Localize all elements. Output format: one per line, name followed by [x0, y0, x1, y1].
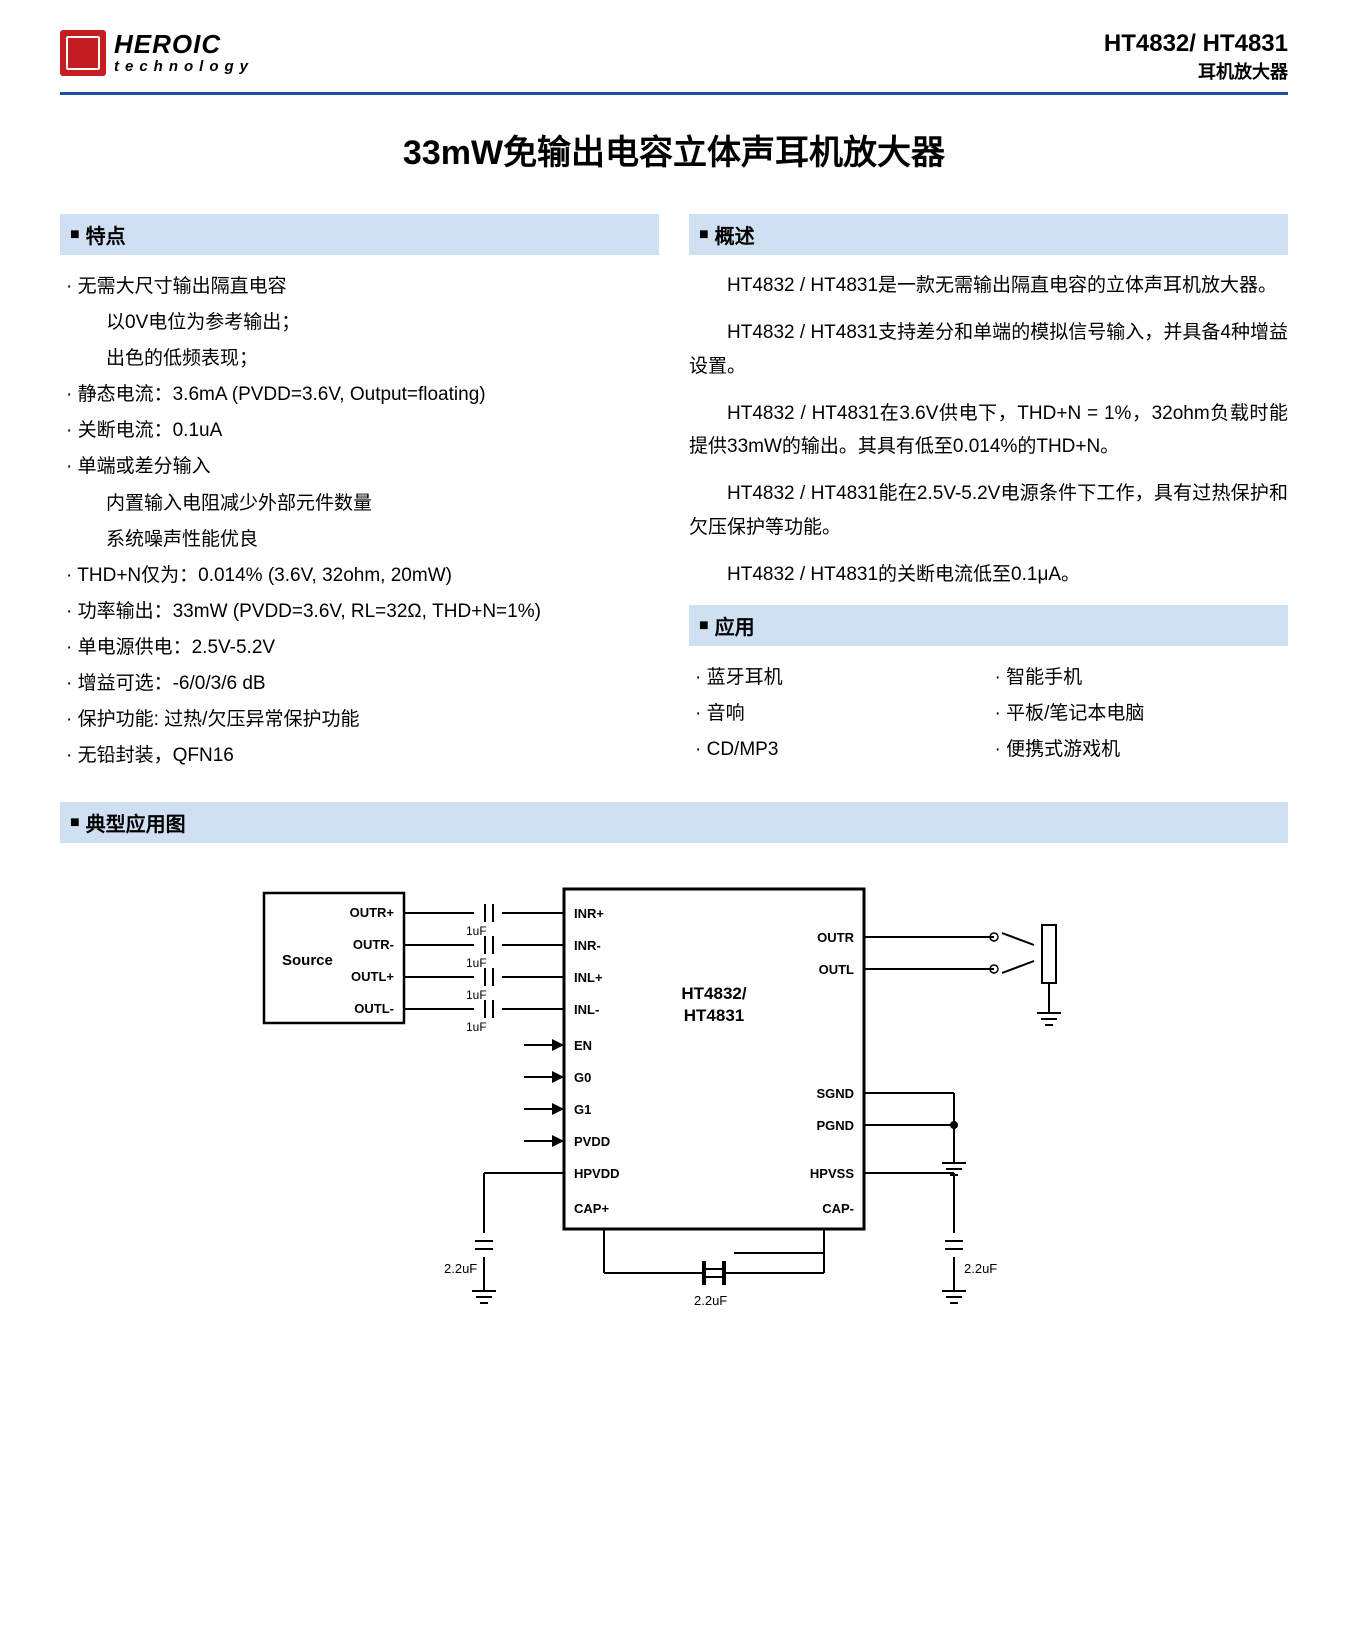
svg-text:INR+: INR+	[574, 906, 604, 921]
svg-text:INL+: INL+	[574, 970, 603, 985]
brand-text: HEROIC technology	[114, 31, 254, 74]
feature-item: 静态电流：3.6mA (PVDD=3.6V, Output=floating)	[66, 377, 659, 413]
part-subtitle: 耳机放大器	[1104, 58, 1288, 84]
feature-item: 无铅封装，QFN16	[66, 738, 659, 774]
svg-text:1uF: 1uF	[466, 924, 487, 938]
svg-text:Source: Source	[282, 952, 333, 969]
svg-text:2.2uF: 2.2uF	[964, 1261, 997, 1276]
app-item: 智能手机	[995, 660, 1289, 696]
features-header: 特点	[60, 214, 659, 255]
svg-text:G0: G0	[574, 1070, 591, 1085]
page-header: HEROIC technology HT4832/ HT4831 耳机放大器	[60, 30, 1288, 84]
overview-block: HT4832 / HT4831是一款无需输出隔直电容的立体声耳机放大器。 HT48…	[689, 269, 1288, 591]
app-item: 平板/笔记本电脑	[995, 696, 1289, 732]
overview-paragraph: HT4832 / HT4831是一款无需输出隔直电容的立体声耳机放大器。	[689, 269, 1288, 302]
feature-item: 单端或差分输入	[66, 449, 659, 485]
right-column: 概述 HT4832 / HT4831是一款无需输出隔直电容的立体声耳机放大器。H…	[689, 214, 1288, 774]
typical-section: 典型应用图 Source OUTR+ OUTR- OUTL+ OUTL- 1uF 1uF 1u…	[60, 802, 1288, 1333]
feature-item: 出色的低频表现；	[66, 341, 659, 377]
overview-paragraph: HT4832 / HT4831的关断电流低至0.1μA。	[689, 558, 1288, 591]
svg-text:1uF: 1uF	[466, 956, 487, 970]
header-right: HT4832/ HT4831 耳机放大器	[1104, 30, 1288, 84]
application-diagram: Source OUTR+ OUTR- OUTL+ OUTL- 1uF 1uF 1uF 1uF HT…	[234, 873, 1114, 1333]
page-title: 33mW免输出电容立体声耳机放大器	[60, 125, 1288, 174]
feature-item: 无需大尺寸输出隔直电容	[66, 269, 659, 305]
typical-header-text: 典型应用图	[86, 808, 186, 837]
feature-item: 单电源供电：2.5V-5.2V	[66, 630, 659, 666]
svg-text:OUTL: OUTL	[819, 962, 854, 977]
overview-paragraph: HT4832 / HT4831在3.6V供电下，THD+N = 1%，32ohm…	[689, 397, 1288, 464]
brand-sub: technology	[114, 59, 254, 75]
svg-text:CAP+: CAP+	[574, 1201, 609, 1216]
app-item: 音响	[695, 696, 989, 732]
svg-text:OUTL+: OUTL+	[351, 969, 394, 984]
apps-block: 蓝牙耳机音响CD/MP3 智能手机平板/笔记本电脑便携式游戏机	[689, 660, 1288, 768]
apps-header: 应用	[689, 605, 1288, 646]
svg-text:OUTR-: OUTR-	[353, 937, 394, 952]
feature-item: 以0V电位为参考输出；	[66, 305, 659, 341]
svg-text:PVDD: PVDD	[574, 1134, 610, 1149]
svg-text:OUTL-: OUTL-	[354, 1001, 394, 1016]
app-item: 蓝牙耳机	[695, 660, 989, 696]
feature-item: 功率输出：33mW (PVDD=3.6V, RL=32Ω, THD+N=1%)	[66, 594, 659, 630]
features-header-text: 特点	[86, 220, 126, 249]
svg-text:INR-: INR-	[574, 938, 601, 953]
svg-text:OUTR: OUTR	[817, 930, 854, 945]
svg-text:CAP-: CAP-	[822, 1201, 854, 1216]
logo-block: HEROIC technology	[60, 30, 254, 76]
left-column: 特点 无需大尺寸输出隔直电容以0V电位为参考输出；出色的低频表现；静态电流：3.…	[60, 214, 659, 774]
overview-header-text: 概述	[715, 220, 755, 249]
overview-header: 概述	[689, 214, 1288, 255]
svg-text:PGND: PGND	[816, 1118, 854, 1133]
svg-text:EN: EN	[574, 1038, 592, 1053]
svg-text:HPVSS: HPVSS	[810, 1166, 854, 1181]
apps-right-list: 智能手机平板/笔记本电脑便携式游戏机	[989, 660, 1289, 768]
feature-item: 内置输入电阻减少外部元件数量	[66, 486, 659, 522]
feature-item: THD+N仅为：0.014% (3.6V, 32ohm, 20mW)	[66, 558, 659, 594]
svg-text:HT4831: HT4831	[684, 1006, 744, 1025]
svg-text:HPVDD: HPVDD	[574, 1166, 620, 1181]
svg-text:SGND: SGND	[816, 1086, 854, 1101]
columns: 特点 无需大尺寸输出隔直电容以0V电位为参考输出；出色的低频表现；静态电流：3.…	[60, 214, 1288, 774]
svg-text:OUTR+: OUTR+	[350, 905, 395, 920]
svg-text:G1: G1	[574, 1102, 591, 1117]
features-list: 无需大尺寸输出隔直电容以0V电位为参考输出；出色的低频表现；静态电流：3.6mA…	[60, 269, 659, 774]
brand-main: HEROIC	[114, 31, 254, 58]
header-rule	[60, 92, 1288, 95]
svg-text:INL-: INL-	[574, 1002, 599, 1017]
diagram-wrap: Source OUTR+ OUTR- OUTL+ OUTL- 1uF 1uF 1uF 1uF HT…	[60, 873, 1288, 1333]
logo-icon	[60, 30, 106, 76]
app-item: 便携式游戏机	[995, 732, 1289, 768]
svg-text:1uF: 1uF	[466, 988, 487, 1002]
app-item: CD/MP3	[695, 732, 989, 768]
overview-paragraph: HT4832 / HT4831能在2.5V-5.2V电源条件下工作，具有过热保护…	[689, 477, 1288, 544]
feature-item: 系统噪声性能优良	[66, 522, 659, 558]
svg-text:1uF: 1uF	[466, 1020, 487, 1034]
feature-item: 关断电流：0.1uA	[66, 413, 659, 449]
feature-item: 保护功能: 过热/欠压异常保护功能	[66, 702, 659, 738]
overview-paragraph: HT4832 / HT4831支持差分和单端的模拟信号输入，并具备4种增益设置。	[689, 316, 1288, 383]
svg-text:2.2uF: 2.2uF	[694, 1293, 727, 1308]
feature-item: 增益可选：-6/0/3/6 dB	[66, 666, 659, 702]
svg-text:HT4832/: HT4832/	[681, 984, 746, 1003]
svg-text:2.2uF: 2.2uF	[444, 1261, 477, 1276]
typical-header: 典型应用图	[60, 802, 1288, 843]
apps-header-text: 应用	[715, 611, 755, 640]
part-number: HT4832/ HT4831	[1104, 30, 1288, 58]
apps-left-list: 蓝牙耳机音响CD/MP3	[689, 660, 989, 768]
